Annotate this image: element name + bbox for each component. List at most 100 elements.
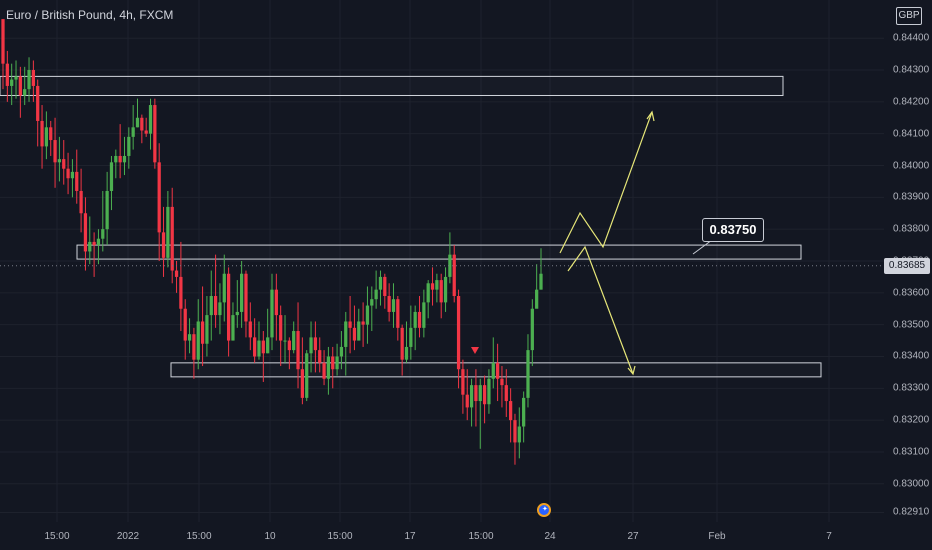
candle bbox=[75, 149, 79, 204]
candle-body bbox=[161, 232, 166, 258]
y-tick-label: 0.84400 bbox=[893, 32, 930, 44]
zone-rect bbox=[0, 75, 784, 96]
candle bbox=[300, 337, 304, 405]
candle-body bbox=[400, 327, 404, 360]
candle bbox=[53, 117, 57, 188]
candle-body bbox=[482, 385, 487, 405]
candle bbox=[92, 232, 96, 277]
candle-body bbox=[62, 159, 66, 169]
candle bbox=[370, 286, 374, 332]
candle-body bbox=[491, 362, 495, 379]
candle-body bbox=[339, 346, 344, 357]
candle-body bbox=[57, 159, 62, 163]
candle bbox=[287, 337, 291, 370]
candle-body bbox=[504, 385, 508, 402]
candle bbox=[478, 378, 482, 449]
candle bbox=[430, 267, 435, 306]
candle-body bbox=[326, 356, 331, 379]
candle bbox=[469, 378, 474, 427]
candle-body bbox=[270, 289, 274, 338]
candle bbox=[344, 311, 348, 376]
candle bbox=[196, 299, 200, 370]
candle bbox=[274, 273, 278, 341]
candle bbox=[205, 296, 209, 357]
candle bbox=[474, 369, 478, 427]
candle bbox=[222, 254, 226, 322]
candle-body bbox=[114, 155, 118, 163]
candle bbox=[122, 136, 127, 176]
x-tick-label: 17 bbox=[404, 531, 416, 542]
candle bbox=[391, 283, 396, 328]
candle-body bbox=[70, 171, 75, 179]
candle bbox=[335, 343, 339, 376]
candle-body bbox=[66, 168, 70, 179]
candle-body bbox=[296, 331, 300, 370]
candle bbox=[114, 149, 118, 179]
candle bbox=[10, 63, 14, 106]
candle-body bbox=[27, 70, 31, 90]
candle-body bbox=[18, 76, 22, 96]
candle bbox=[235, 280, 239, 328]
candle-body bbox=[495, 362, 500, 379]
candle-body bbox=[118, 155, 122, 163]
candle bbox=[253, 318, 257, 363]
currency-label[interactable]: GBP bbox=[896, 7, 922, 25]
candle-body bbox=[335, 356, 339, 370]
economic-event-icon[interactable]: ✦ bbox=[537, 503, 551, 517]
candle-body bbox=[101, 229, 105, 239]
signal-marker bbox=[471, 347, 479, 354]
candle-body bbox=[96, 238, 101, 246]
candle-body bbox=[509, 401, 513, 421]
candle bbox=[361, 302, 365, 347]
candle-body bbox=[300, 369, 304, 398]
candle bbox=[187, 318, 192, 354]
candle-body bbox=[331, 356, 335, 370]
x-tick-label: 15:00 bbox=[327, 531, 353, 542]
candle-body bbox=[23, 89, 27, 96]
candle bbox=[487, 369, 491, 414]
candle bbox=[500, 366, 504, 408]
candle bbox=[157, 143, 161, 261]
candle bbox=[378, 270, 383, 306]
candle bbox=[279, 305, 283, 367]
level-callout[interactable]: 0.83750 bbox=[702, 218, 764, 242]
candle-body bbox=[513, 420, 517, 443]
x-tick-label: 15:00 bbox=[468, 531, 494, 542]
candle bbox=[400, 324, 404, 376]
candle-body bbox=[279, 315, 283, 341]
candle-body bbox=[10, 79, 14, 86]
candle-body bbox=[200, 321, 205, 344]
candle bbox=[40, 105, 44, 169]
candle-body bbox=[365, 305, 370, 325]
candle-body bbox=[352, 327, 357, 341]
candle-body bbox=[218, 302, 222, 316]
candle-body bbox=[378, 276, 383, 290]
x-tick-label: 7 bbox=[826, 531, 832, 542]
candle-body bbox=[148, 105, 153, 134]
candle bbox=[174, 261, 179, 293]
y-tick-label: 0.84100 bbox=[893, 128, 930, 140]
candle bbox=[357, 308, 361, 341]
candle bbox=[417, 296, 422, 338]
candle bbox=[127, 127, 131, 169]
candle-body bbox=[435, 280, 439, 290]
candle-body bbox=[370, 299, 374, 306]
candle bbox=[452, 245, 456, 303]
candle-body bbox=[474, 385, 478, 402]
candle bbox=[109, 155, 114, 211]
candles bbox=[1, 19, 543, 465]
x-tick-label: 15:00 bbox=[186, 531, 212, 542]
y-tick-label: 0.83900 bbox=[893, 191, 930, 203]
candle bbox=[509, 388, 513, 443]
candle-body bbox=[522, 397, 526, 427]
candle bbox=[422, 289, 426, 338]
projection-up-arrowhead bbox=[646, 110, 655, 122]
candle bbox=[218, 283, 222, 335]
candle bbox=[244, 270, 248, 338]
candle-body bbox=[530, 308, 534, 351]
candle bbox=[331, 346, 335, 389]
candle-body bbox=[274, 289, 278, 316]
candle bbox=[443, 267, 448, 312]
